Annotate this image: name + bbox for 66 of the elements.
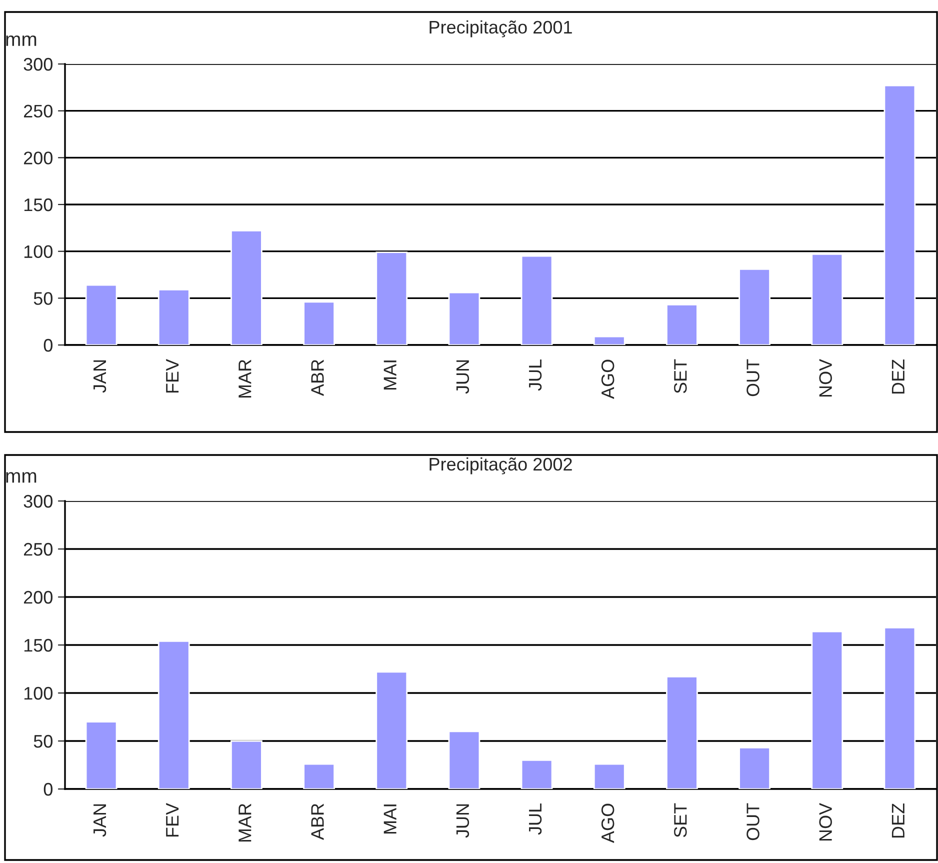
x-tick-label: ABR xyxy=(311,360,324,396)
y-tick-label: 150 xyxy=(24,638,52,652)
x-tick-label: NOV xyxy=(819,802,832,841)
bar xyxy=(303,763,335,789)
bar xyxy=(520,760,553,789)
y-tick-label: 0 xyxy=(44,338,52,352)
x-tick-label: JAN xyxy=(94,360,106,393)
y-tick-label: 250 xyxy=(24,542,52,556)
y-tick-label: 200 xyxy=(24,590,52,604)
bar xyxy=(811,630,844,789)
x-tick-label: DEZ xyxy=(892,803,904,838)
bar xyxy=(884,84,916,345)
x-tick-label: MAR xyxy=(238,360,252,398)
bar xyxy=(520,255,553,345)
bar xyxy=(85,721,118,789)
bar xyxy=(666,676,698,789)
x-tick-label: OUT xyxy=(746,803,760,840)
bar xyxy=(158,640,190,789)
x-tick-label: DEZ xyxy=(892,359,904,394)
y-tick-label: 300 xyxy=(24,494,52,508)
x-tick-label: MAR xyxy=(238,804,252,842)
y-tick-label: 200 xyxy=(24,152,52,164)
x-tick-label: SET xyxy=(674,359,687,394)
x-tick-label: JUN xyxy=(456,804,470,838)
bar xyxy=(738,268,770,345)
bar xyxy=(230,230,262,345)
x-tick-label: SET xyxy=(674,803,687,838)
x-tick-label: JAN xyxy=(94,804,106,837)
bar xyxy=(738,747,770,789)
x-tick-label: JUL xyxy=(529,359,542,391)
y-axis-title: mm xyxy=(6,472,36,483)
bar xyxy=(376,671,408,789)
x-tick-label: NOV xyxy=(819,358,832,397)
x-tick-label: FEV xyxy=(166,358,179,393)
y-tick-label: 300 xyxy=(24,58,52,71)
y-tick-label: 100 xyxy=(24,686,52,700)
bar xyxy=(448,292,480,345)
y-tick-label: 0 xyxy=(44,782,52,796)
bar xyxy=(230,740,262,789)
bar xyxy=(884,627,916,789)
y-axis-title: mm xyxy=(6,35,36,46)
chart-title: Precipitação 2002 xyxy=(430,457,572,474)
x-tick-label: OUT xyxy=(746,359,760,396)
x-tick-label: MAI xyxy=(384,360,396,390)
bar xyxy=(811,253,844,345)
bar xyxy=(158,289,190,345)
y-tick-label: 50 xyxy=(34,734,52,748)
bar xyxy=(448,730,480,789)
x-tick-label: ABR xyxy=(311,804,324,840)
bar xyxy=(85,284,118,345)
chart-title: Precipitação 2001 xyxy=(430,20,572,38)
x-tick-label: JUN xyxy=(456,360,470,394)
bar xyxy=(303,301,335,345)
bar xyxy=(593,336,626,345)
y-tick-label: 50 xyxy=(34,292,52,305)
y-tick-label: 250 xyxy=(24,104,52,118)
bar xyxy=(593,763,626,789)
x-tick-label: AGO xyxy=(601,360,614,399)
x-tick-label: AGO xyxy=(601,804,614,843)
y-tick-label: 100 xyxy=(24,245,52,258)
x-tick-label: FEV xyxy=(166,802,179,837)
bar xyxy=(666,304,698,345)
x-tick-label: JUL xyxy=(529,803,542,835)
x-tick-label: MAI xyxy=(384,804,396,834)
y-tick-label: 150 xyxy=(24,198,52,212)
bar xyxy=(376,252,408,345)
